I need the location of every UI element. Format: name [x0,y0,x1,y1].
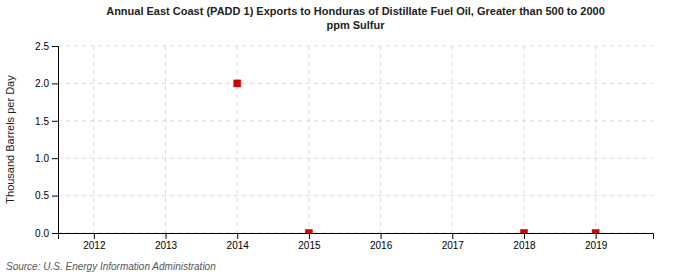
tick-label: 0.0 [35,228,49,239]
chart: 2012 2013 2014 2015 2016 2017 2018 2019 0.0 0.5 1.… [0,0,675,275]
axis-line [52,47,59,234]
tick: 0.5 [35,190,58,201]
grid-line [58,195,653,196]
annotation: Source: U.S. Energy Information Administ… [6,261,216,272]
tick: 2017 [442,233,465,251]
tick: 1.5 [35,116,58,127]
points [234,80,600,233]
tick-label: 2019 [585,240,608,251]
grid-line [237,46,238,233]
axis-line [59,234,654,240]
tick-mark [94,233,95,239]
tick-label: 2015 [298,240,321,251]
point [305,229,312,233]
point [520,229,527,233]
point [234,80,241,87]
tick-mark [309,233,310,239]
tick-label: 2016 [370,240,393,251]
tick-mark [52,196,58,197]
grid-line [165,46,166,233]
tick-label: 2.5 [35,41,49,52]
point [592,229,599,233]
tick: 2016 [370,233,393,251]
grid-line [93,46,94,233]
grid-line [523,46,524,233]
tick-label: 0.5 [35,190,49,201]
tick-label: 1.0 [35,153,49,164]
tick-label: 2013 [155,240,178,251]
tick-label: 2014 [227,240,250,251]
grid-line [595,46,596,233]
grid-line [58,83,653,84]
grid [58,46,653,233]
tick: 2015 [298,233,321,251]
y-axis: 0.0 0.5 1.0 1.5 2.0 2.5 [35,41,58,239]
tick-label: 2018 [513,240,536,251]
tick-mark [52,158,58,159]
tick: 2019 [585,233,608,251]
tick-mark [52,46,58,47]
grid-line [380,46,381,233]
tick-mark [52,233,58,234]
tick: 2.5 [35,41,58,52]
tick-mark [52,121,58,122]
grid-line [452,46,453,233]
tick-mark [381,233,382,239]
tick-label: 2017 [442,240,465,251]
y-axis-label: Thousand Barrels per Day [4,75,16,204]
tick: 2014 [227,233,250,251]
grid-line [308,46,309,233]
tick: 1.0 [35,153,58,164]
tick: 2.0 [35,78,58,89]
title: Annual East Coast (PADD 1) Exports to Ho… [106,5,605,31]
tick-label: 2.0 [35,78,49,89]
title-line: ppm Sulfur [326,19,385,31]
tick: 2012 [83,233,106,251]
grid-line [58,120,653,121]
x-axis: 2012 2013 2014 2015 2016 2017 2018 2019 [59,233,654,251]
grid-line [58,158,653,159]
tick-mark [166,233,167,239]
grid-line [58,46,653,47]
tick: 0.0 [35,228,58,239]
tick: 2013 [155,233,178,251]
tick-mark [596,233,597,239]
tick-mark [237,233,238,239]
tick-mark [452,233,453,239]
title-line: Annual East Coast (PADD 1) Exports to Ho… [106,5,605,17]
tick-mark [524,233,525,239]
plot: 2012 2013 2014 2015 2016 2017 2018 2019 0.0 0.5 1.… [35,41,653,251]
tick: 2018 [513,233,536,251]
tick-label: 2012 [83,240,106,251]
tick-label: 1.5 [35,116,49,127]
tick-mark [52,83,58,84]
